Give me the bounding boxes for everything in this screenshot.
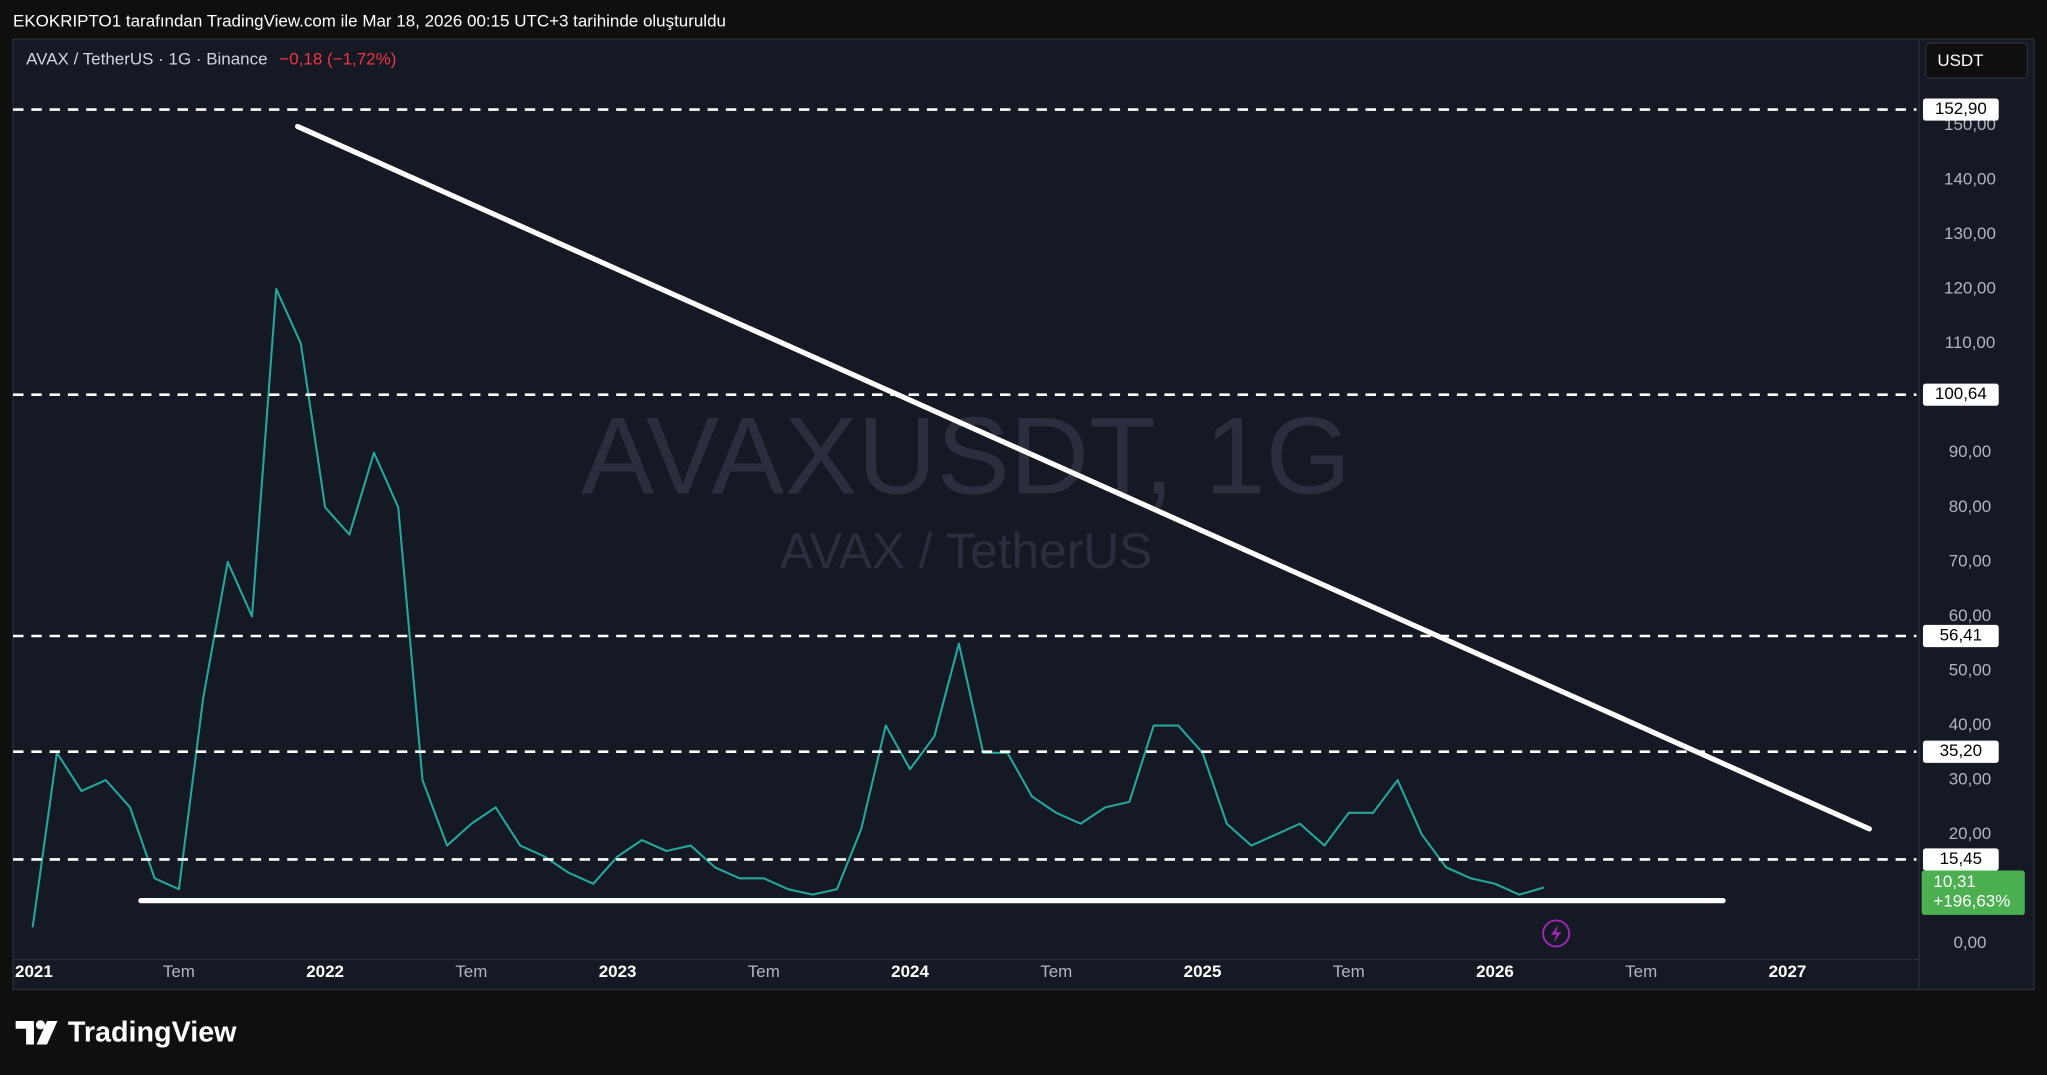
level-label-box: [1922, 624, 1999, 648]
x-tick-label: Tem: [455, 962, 487, 981]
x-tick-label: 2026: [1476, 962, 1514, 981]
brand: TradingView: [68, 1017, 237, 1049]
y-tick-label: 130,00: [1944, 224, 1996, 243]
y-tick-label: 140,00: [1944, 169, 1996, 188]
level-label-box: [1922, 740, 1999, 763]
x-tick-label: Tem: [1040, 962, 1072, 981]
y-tick-label: 50,00: [1949, 660, 1991, 679]
change-label: +196,63%: [1933, 891, 2010, 910]
x-tick-label: 2021: [15, 962, 53, 981]
watermark-subtitle: AVAX / TetherUS: [780, 523, 1152, 579]
level-label-box: [1922, 98, 1999, 121]
x-tick-label: 2022: [306, 962, 344, 981]
y-tick-label: 0,00: [1953, 933, 1986, 952]
trendline: [295, 123, 1872, 832]
y-tick-label: 80,00: [1949, 497, 1991, 516]
chart-panel: [12, 38, 2035, 991]
y-tick-label: 40,00: [1949, 715, 1991, 734]
x-tick-label: Tem: [163, 962, 195, 981]
y-tick-label: 120,00: [1944, 279, 1996, 298]
currency-button[interactable]: [1924, 42, 2029, 79]
brand-logo: [15, 1020, 58, 1045]
y-tick-label: 70,00: [1949, 551, 1991, 570]
y-tick-label: 110,00: [1945, 333, 1996, 352]
last-price-label: 10,31: [1933, 872, 1975, 891]
y-tick-label: 30,00: [1949, 770, 1991, 789]
watermark-title: AVAXUSDT, 1G: [581, 396, 1351, 518]
y-tick-label: 60,00: [1949, 606, 1991, 625]
x-tick-label: Tem: [1625, 962, 1657, 981]
level-label: 15,45: [1940, 849, 1982, 868]
level-label-box: [1922, 848, 1999, 871]
x-tick-label: 2025: [1184, 962, 1222, 981]
logo-mark: [15, 1020, 34, 1045]
level-label: 100,64: [1935, 384, 1987, 403]
credit: EKOKRIPTO1 tarafından TradingView.com il…: [13, 12, 726, 31]
x-tick-label: Tem: [1333, 962, 1365, 981]
x-tick-label: 2024: [891, 962, 929, 981]
logo-dot: [35, 1020, 46, 1030]
icon-circle[interactable]: [1542, 919, 1571, 948]
alert-icon[interactable]: [1542, 919, 1571, 948]
level-label-box: [1922, 383, 1999, 406]
currency-label[interactable]: USDT: [1937, 51, 1983, 70]
symbol-info: AVAX / TetherUS · 1G · Binance: [26, 50, 267, 69]
y-tick-label: 20,00: [1949, 824, 1991, 843]
x-tick-label: Tem: [748, 962, 780, 981]
x-tick-label: 2027: [1769, 962, 1807, 981]
level-label: 56,41: [1940, 625, 1982, 644]
icon-bolt[interactable]: [1550, 924, 1562, 943]
price-line: [31, 288, 1545, 928]
x-tick-label: 2023: [599, 962, 637, 981]
last-price-box: [1921, 870, 2025, 915]
y-tick-label: 90,00: [1949, 442, 1991, 461]
logo-mark: [36, 1020, 58, 1045]
price-change: −0,18 (−1,72%): [279, 50, 396, 69]
level-label: 35,20: [1940, 741, 1982, 760]
level-label: 152,90: [1935, 99, 1987, 118]
